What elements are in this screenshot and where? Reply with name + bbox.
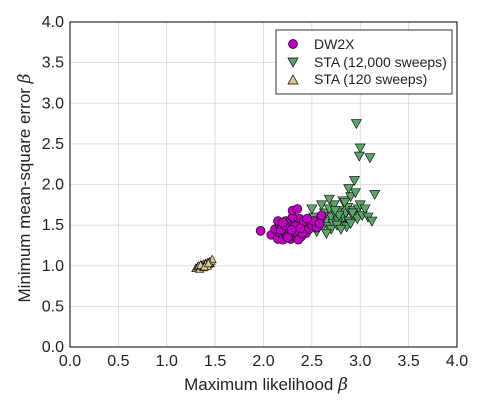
x-axis-label: Maximum likelihood β — [184, 375, 348, 395]
data-point — [349, 188, 361, 199]
series-2 — [191, 254, 217, 273]
legend-label-dw2x: DW2X — [314, 36, 355, 52]
data-point — [359, 204, 371, 215]
x-tick-label: 0.0 — [59, 353, 81, 370]
x-tick-label: 4.0 — [446, 353, 468, 370]
plot-frame — [69, 21, 458, 348]
legend-marker-dw2x — [288, 39, 298, 49]
x-tick-label: 1.0 — [156, 353, 178, 370]
legend-marker-sta-120 — [287, 74, 299, 85]
data-point — [328, 200, 340, 211]
legend-item-sta-120: STA (120 sweeps) — [287, 71, 427, 87]
y-tick-labels: 0.0 0.5 1.0 1.5 2.0 2.5 3.0 3.5 4.0 — [42, 14, 64, 356]
data-point — [369, 189, 381, 200]
data-point — [306, 204, 318, 215]
data-point — [302, 213, 312, 224]
data-point — [295, 223, 306, 234]
data-point — [345, 219, 357, 230]
legend-marker-sta-12000 — [287, 57, 299, 68]
y-tick-label: 4.0 — [42, 14, 64, 31]
y-tick-label: 0.0 — [42, 339, 64, 356]
data-points — [191, 119, 381, 273]
y-tick-label: 1.5 — [42, 217, 64, 234]
legend-item-dw2x: DW2X — [288, 36, 355, 52]
legend-label-sta-12000: STA (12,000 sweeps) — [314, 54, 447, 70]
data-point — [350, 119, 362, 130]
data-point — [316, 210, 327, 221]
data-point — [353, 151, 365, 162]
y-tick-label: 0.5 — [42, 298, 64, 315]
x-tick-label: 2.0 — [252, 353, 274, 370]
y-tick-label: 1.0 — [42, 258, 64, 275]
data-point — [320, 228, 332, 239]
x-tick-label: 0.5 — [107, 353, 129, 370]
data-point — [348, 176, 360, 187]
data-point — [329, 206, 341, 217]
x-tick-label: 1.5 — [204, 353, 226, 370]
data-point — [314, 218, 325, 229]
x-tick-label: 3.5 — [398, 353, 420, 370]
series-0 — [255, 204, 327, 245]
data-point — [364, 153, 376, 164]
x-tick-label: 2.5 — [301, 353, 323, 370]
data-point — [347, 208, 359, 219]
legend: DW2X STA (12,000 sweeps) STA (120 sweeps… — [275, 29, 453, 95]
data-point — [278, 217, 288, 228]
data-point — [354, 143, 366, 154]
y-tick-label: 3.5 — [42, 55, 64, 72]
legend-label-sta-120: STA (120 sweeps) — [314, 71, 427, 87]
y-tick-label: 2.0 — [42, 177, 64, 194]
data-point — [339, 198, 351, 208]
data-point — [286, 225, 297, 235]
data-point — [323, 194, 335, 205]
data-point — [203, 258, 213, 268]
data-point — [351, 214, 363, 225]
y-tick-label: 2.5 — [42, 136, 64, 153]
x-tick-label: 3.0 — [349, 353, 371, 370]
data-point — [366, 216, 378, 227]
data-point — [316, 200, 328, 211]
data-point — [343, 184, 355, 195]
data-point — [345, 192, 357, 203]
legend-item-sta-12000: STA (12,000 sweeps) — [287, 54, 447, 70]
y-axis-label: Minimum mean-square error β — [15, 73, 35, 302]
data-point — [255, 226, 266, 236]
data-point — [292, 204, 303, 214]
data-point — [335, 224, 347, 235]
y-tick-label: 3.0 — [42, 95, 64, 112]
legend-box — [275, 29, 453, 95]
x-tick-labels: 0.0 0.5 1.0 1.5 2.0 2.5 3.0 3.5 4.0 — [59, 353, 468, 370]
